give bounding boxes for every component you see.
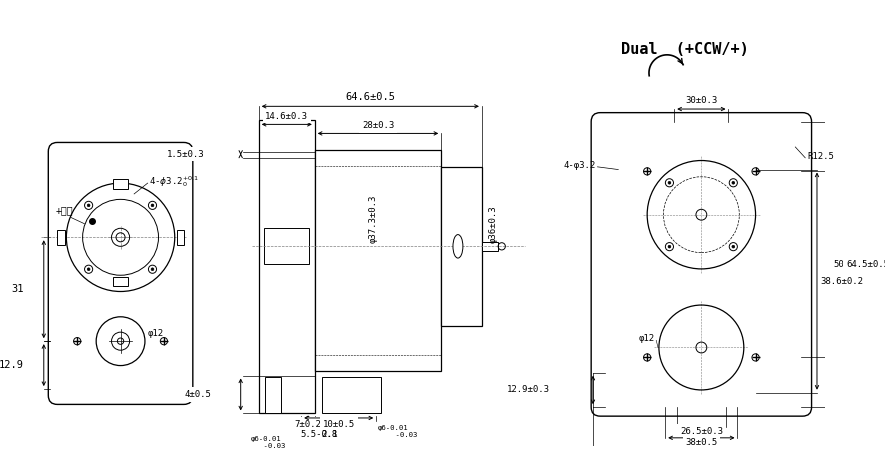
Text: 2.8: 2.8 xyxy=(321,430,337,439)
Text: 31: 31 xyxy=(12,284,24,294)
FancyBboxPatch shape xyxy=(591,113,812,416)
Text: 7±0.2: 7±0.2 xyxy=(295,420,321,429)
Bar xyxy=(113,179,127,188)
Bar xyxy=(315,150,442,371)
Circle shape xyxy=(88,268,90,271)
Text: 4±0.5: 4±0.5 xyxy=(185,390,212,399)
Text: φ36±0.3: φ36±0.3 xyxy=(489,205,497,243)
Bar xyxy=(322,377,381,414)
Circle shape xyxy=(732,245,735,248)
Text: 12.9±0.3: 12.9±0.3 xyxy=(506,385,550,394)
Circle shape xyxy=(151,204,154,207)
Text: 4-φ3.2: 4-φ3.2 xyxy=(564,161,596,170)
Text: 5.5-0.1: 5.5-0.1 xyxy=(301,430,338,439)
Text: φ12: φ12 xyxy=(638,334,654,343)
Text: φ6-0.01
    -0.03: φ6-0.01 -0.03 xyxy=(378,425,418,438)
FancyBboxPatch shape xyxy=(49,142,193,405)
Text: 10±0.5: 10±0.5 xyxy=(322,420,355,429)
Bar xyxy=(177,230,184,244)
Text: Dual  (+CCW/+): Dual (+CCW/+) xyxy=(621,42,749,57)
Bar xyxy=(58,230,65,244)
Text: 64.5±0.5: 64.5±0.5 xyxy=(846,260,885,269)
Text: 50±0.3: 50±0.3 xyxy=(834,260,866,269)
Circle shape xyxy=(668,181,671,184)
Circle shape xyxy=(151,268,154,271)
Circle shape xyxy=(668,245,671,248)
Text: 30±0.3: 30±0.3 xyxy=(685,96,718,105)
Text: +正极: +正极 xyxy=(56,205,73,215)
Text: R12.5: R12.5 xyxy=(807,152,834,161)
Text: 4-$\phi$3.2$^{+0.1}_{0}$: 4-$\phi$3.2$^{+0.1}_{0}$ xyxy=(150,174,199,189)
Bar xyxy=(265,228,310,264)
Circle shape xyxy=(732,181,735,184)
Bar xyxy=(113,277,127,286)
Text: 14.6±0.3: 14.6±0.3 xyxy=(266,112,308,121)
Bar xyxy=(266,377,281,414)
Bar xyxy=(258,120,315,414)
Text: 12.9: 12.9 xyxy=(0,360,24,370)
Text: φ12: φ12 xyxy=(148,329,164,339)
Bar xyxy=(442,167,481,326)
Text: φ6-0.01
    -0.03: φ6-0.01 -0.03 xyxy=(246,436,286,449)
Text: 1.5±0.3: 1.5±0.3 xyxy=(167,150,204,159)
Text: 38±0.5: 38±0.5 xyxy=(685,438,718,447)
Circle shape xyxy=(88,204,90,207)
Text: φ37.3±0.3: φ37.3±0.3 xyxy=(369,195,378,243)
Ellipse shape xyxy=(453,235,463,258)
Bar xyxy=(481,242,498,251)
Text: 26.5±0.3: 26.5±0.3 xyxy=(680,427,723,436)
Text: 64.6±0.5: 64.6±0.5 xyxy=(345,92,396,102)
Text: 28±0.3: 28±0.3 xyxy=(362,121,394,130)
Text: 38.6±0.2: 38.6±0.2 xyxy=(820,276,864,285)
